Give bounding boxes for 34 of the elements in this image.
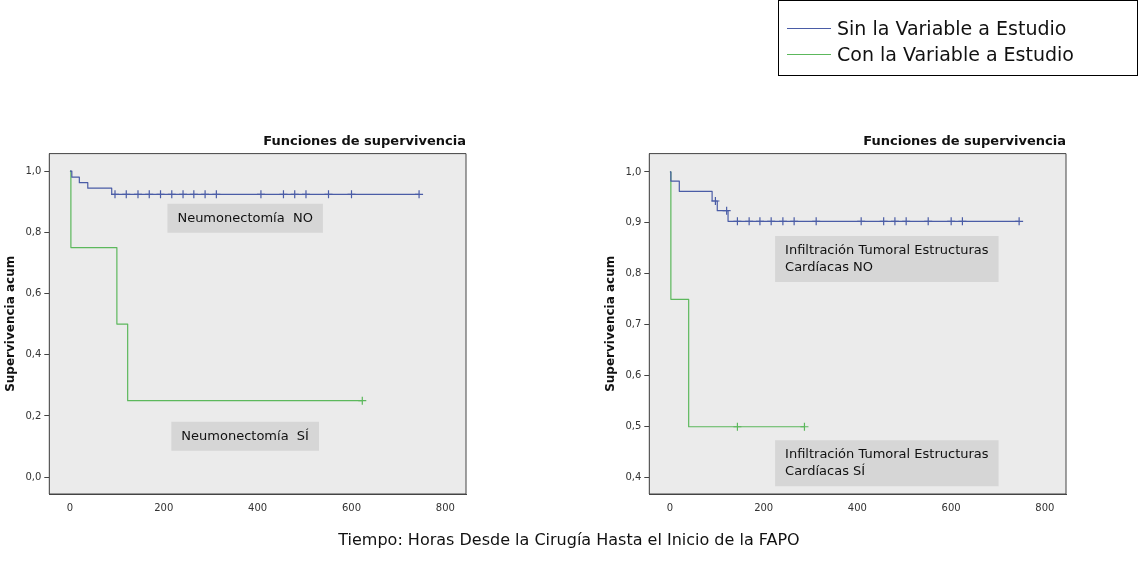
y-tick-label: 0,4 [625, 471, 642, 483]
x-tick-label: 0 [666, 501, 674, 513]
x-tick-label: 200 [754, 501, 774, 513]
x-tick-label: 200 [154, 501, 174, 513]
y-tick-label: 1,0 [625, 165, 642, 177]
annotation: Neumonectomía SÍ [181, 427, 310, 443]
annotation: Infiltración Tumoral Estructuras Cardíacas NO [785, 242, 989, 274]
x-tick-label: 400 [847, 501, 867, 513]
annotation: Infiltración Tumoral Estructuras Cardíacas SÍ [785, 446, 989, 479]
chart-title: Funciones de supervivencia [863, 133, 1066, 149]
y-tick-label: 0,8 [625, 267, 642, 279]
y-tick-label: 1,0 [25, 164, 42, 176]
x-tick-label: 800 [1035, 501, 1055, 513]
y-tick-label: 0,5 [625, 420, 642, 432]
y-tick-label: 0,6 [625, 369, 642, 381]
y-tick-label: 0,8 [25, 225, 42, 237]
x-tick-label: 800 [435, 501, 455, 513]
y-axis-title: Supervivencia acum [603, 255, 618, 392]
y-tick-label: 0,4 [25, 348, 42, 360]
y-tick-label: 0,0 [25, 470, 42, 482]
x-tick-label: 600 [341, 501, 362, 513]
y-axis-title: Supervivencia acum [3, 255, 18, 392]
y-tick-label: 0,9 [625, 216, 642, 228]
x-axis-title: Tiempo: Horas Desde la Cirugía Hasta el Inicio de la FAPO [337, 530, 801, 549]
y-tick-label: 0,2 [25, 409, 42, 421]
y-tick-label: 0,6 [25, 287, 42, 299]
legend-label: Sin la Variable a Estudio [837, 17, 1067, 39]
annotation: Neumonectomía NO [177, 209, 313, 225]
x-tick-label: 400 [248, 501, 268, 513]
legend-label: Con la Variable a Estudio [837, 43, 1074, 65]
chart-title: Funciones de supervivencia [263, 133, 466, 149]
x-tick-label: 0 [66, 501, 74, 513]
y-tick-label: 0,7 [625, 318, 642, 330]
x-tick-label: 600 [941, 501, 961, 513]
